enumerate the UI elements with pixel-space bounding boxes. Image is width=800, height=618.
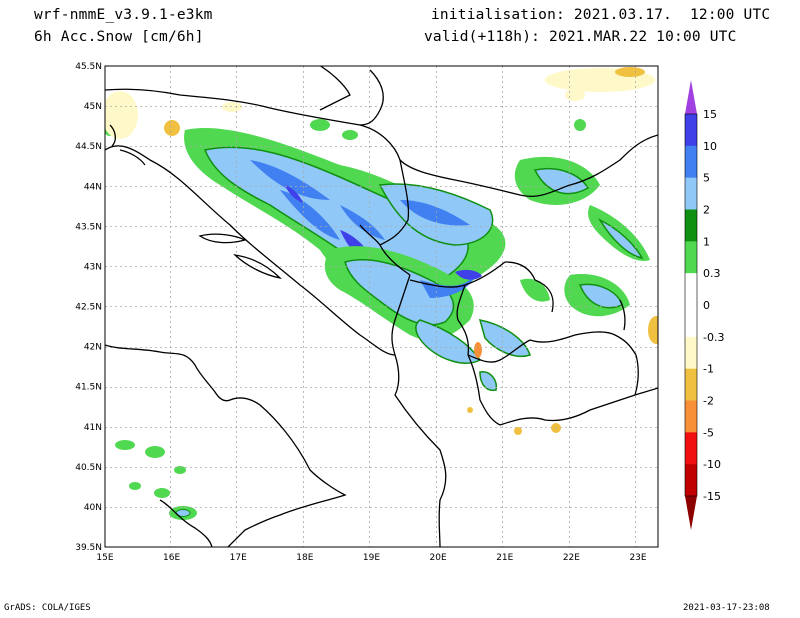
lat-tick-label: 39.5N — [75, 543, 102, 553]
colorbar-bin — [685, 400, 697, 433]
lat-tick-label: 44.5N — [75, 142, 102, 152]
lat-tick-label: 40N — [84, 503, 102, 513]
colorbar-label: -10 — [703, 458, 721, 471]
map-frame — [104, 65, 659, 548]
colorbar-bin — [685, 209, 697, 242]
lon-tick-label: 21E — [496, 553, 513, 563]
colorbar: 15 10 5 2 1 0.3 0 -0.3 -1 -2 -5 -10 -15 — [684, 80, 724, 530]
melt-patches — [105, 67, 658, 435]
lat-tick-label: 41.5N — [75, 383, 102, 393]
lat-tick-label: 42N — [84, 343, 102, 353]
latitude-tick-labels: 39.5N 40N 40.5N 41N 41.5N 42N 42.5N 43N 43.5N 44N… — [75, 62, 102, 553]
lon-tick-label: 19E — [363, 553, 380, 563]
colorbar-bin — [685, 368, 697, 401]
colorbar-bin — [685, 273, 697, 306]
colorbar-bin — [685, 114, 697, 147]
lon-tick-label: 15E — [96, 553, 113, 563]
colorbar-label: 1 — [703, 235, 710, 248]
lat-tick-label: 45N — [84, 102, 102, 112]
coastlines — [105, 124, 447, 547]
lat-tick-label: 40.5N — [75, 463, 102, 473]
country-borders — [105, 66, 658, 426]
grads-credit: GrADS: COLA/IGES — [4, 603, 91, 613]
colorbar-bin — [685, 336, 697, 369]
lat-tick-label: 42.5N — [75, 303, 102, 313]
map-area — [105, 66, 658, 547]
colorbar-label: -15 — [703, 490, 721, 503]
colorbar-bin — [685, 464, 697, 497]
colorbar-bin — [685, 432, 697, 465]
lat-tick-label: 45.5N — [75, 62, 102, 72]
lon-tick-label: 20E — [430, 553, 447, 563]
colorbar-over-arrow — [685, 80, 697, 114]
graticule — [105, 66, 658, 547]
lon-tick-label: 18E — [296, 553, 313, 563]
colorbar-label: 5 — [703, 172, 710, 185]
colorbar-label: 10 — [703, 140, 717, 153]
lat-tick-label: 43.5N — [75, 222, 102, 232]
colorbar-label: -2 — [703, 395, 714, 408]
snow-field-bosnia — [184, 128, 506, 304]
valid-time: valid(+118h): 2021.MAR.22 10:00 UTC — [424, 29, 737, 45]
initialisation-time: initialisation: 2021.03.17. 12:00 UTC — [431, 7, 771, 23]
longitude-tick-labels: 15E 16E 17E 18E 19E 20E 21E 22E 23E — [96, 553, 646, 563]
lat-tick-label: 44N — [84, 182, 102, 192]
lon-tick-label: 16E — [163, 553, 180, 563]
colorbar-label: -5 — [703, 426, 714, 439]
lat-tick-label: 43N — [84, 262, 102, 272]
colorbar-bin — [685, 241, 697, 274]
variable-title: 6h Acc.Snow [cm/6h] — [34, 29, 204, 45]
colorbar-label: 2 — [703, 204, 710, 217]
colorbar-label: -1 — [703, 363, 714, 376]
lon-tick-label: 17E — [230, 553, 247, 563]
lat-tick-label: 41N — [84, 423, 102, 433]
colorbar-under-arrow — [685, 496, 697, 530]
colorbar-bin — [685, 145, 697, 178]
colorbar-label: 15 — [703, 108, 717, 121]
colorbar-label: -0.3 — [703, 331, 724, 344]
lon-tick-label: 22E — [563, 553, 580, 563]
colorbar-label: 0 — [703, 299, 710, 312]
colorbar-bin — [685, 305, 697, 338]
colorbar-bin — [685, 177, 697, 210]
model-title: wrf-nmmE_v3.9.1-e3km — [34, 7, 213, 23]
colorbar-label: 0.3 — [703, 267, 721, 280]
lon-tick-label: 23E — [629, 553, 646, 563]
snow-field-serbia — [378, 156, 650, 261]
render-timestamp: 2021-03-17-23:08 — [683, 603, 770, 613]
